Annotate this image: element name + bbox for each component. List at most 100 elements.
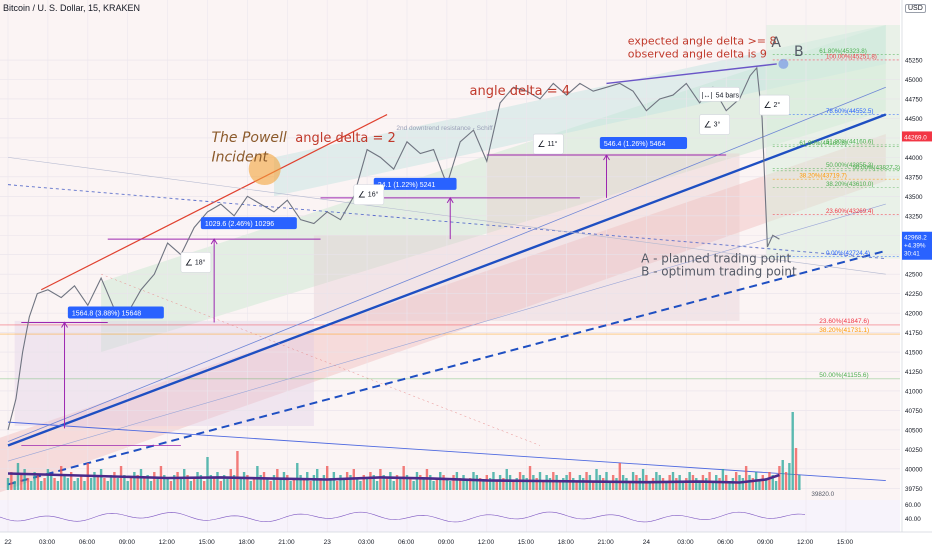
volume-bar xyxy=(292,478,296,490)
volume-bar xyxy=(183,469,186,490)
volume-bar xyxy=(43,478,46,490)
volume-bar xyxy=(515,478,518,490)
current-price-red: 44269.0 xyxy=(904,134,927,141)
volume-bar xyxy=(319,478,322,490)
powell-annotation-line1: The Powell xyxy=(211,130,286,146)
fib-right-label: 78.60%(44552.5) xyxy=(826,108,873,115)
current-price-time: 30:41 xyxy=(904,251,920,258)
x-tick-label: 18:00 xyxy=(238,539,255,546)
angle-label: 16° xyxy=(368,191,379,199)
volume-bar xyxy=(133,472,136,490)
angle-icon: ∠ xyxy=(704,120,712,130)
volume-bar xyxy=(143,478,146,490)
angle-label: 3° xyxy=(714,121,721,129)
volume-bar xyxy=(475,475,479,490)
angle-box xyxy=(353,184,385,205)
x-tick-label: 03:00 xyxy=(39,539,56,546)
fib-right-label: 0.00%(42724.4) xyxy=(826,250,870,257)
volume-bar xyxy=(744,466,748,490)
y-tick-label: 41750 xyxy=(905,330,923,337)
volume-bar xyxy=(415,472,419,490)
volume-bar xyxy=(362,475,365,490)
volume-bar xyxy=(219,481,222,490)
volume-bar xyxy=(734,472,738,490)
volume-bar xyxy=(512,481,515,490)
oscillator-tick-label: 60.00 xyxy=(905,502,921,509)
time-axis-bg xyxy=(0,532,932,550)
volume-bar xyxy=(69,472,73,490)
volume-bar xyxy=(36,475,40,490)
fib-right-label: 38.20%(43719.7) xyxy=(799,173,846,180)
volume-bar xyxy=(129,478,133,490)
y-tick-label: 44750 xyxy=(905,96,923,103)
y-tick-label: 42500 xyxy=(905,272,923,279)
y-tick-label: 40250 xyxy=(905,447,923,454)
volume-bar xyxy=(601,478,605,490)
volume-bar xyxy=(452,475,455,490)
volume-bar xyxy=(6,478,10,490)
volume-bar xyxy=(96,475,99,490)
volume-bar xyxy=(229,469,232,490)
volume-bar xyxy=(163,475,166,490)
volume-bar xyxy=(296,463,299,490)
volume-bar xyxy=(116,478,119,490)
volume-bar xyxy=(79,475,83,490)
volume-bar xyxy=(405,475,409,490)
currency-badge[interactable]: USD xyxy=(905,4,926,13)
volume-bar xyxy=(761,475,764,490)
volume-bar xyxy=(149,481,153,490)
volume-bar xyxy=(193,478,196,490)
fan-line xyxy=(101,273,541,446)
volume-bar xyxy=(76,478,80,490)
angle-label: 18° xyxy=(195,258,206,266)
volume-bar xyxy=(468,478,472,490)
volume-bar xyxy=(608,481,612,490)
volume-bar xyxy=(718,478,721,490)
volume-bar xyxy=(286,475,289,490)
measure-arrowhead xyxy=(61,321,68,328)
volume-bar xyxy=(169,481,173,490)
volume-bar xyxy=(465,481,469,490)
volume-bar xyxy=(226,478,229,490)
y-tick-label: 42000 xyxy=(905,311,923,318)
volume-bar xyxy=(412,481,415,490)
y-tick-label: 40750 xyxy=(905,408,923,415)
volume-bar xyxy=(651,478,655,490)
volume-bar xyxy=(13,481,16,490)
volume-bar xyxy=(266,478,269,490)
volume-bar xyxy=(641,469,645,490)
point-a-label: A xyxy=(771,35,781,51)
volume-bar xyxy=(575,481,578,490)
x-tick-label: 09:00 xyxy=(757,539,774,546)
volume-bar xyxy=(784,472,788,490)
volume-bar xyxy=(555,475,558,490)
schiff-line xyxy=(7,157,886,275)
x-tick-label: 09:00 xyxy=(119,539,136,546)
volume-bar xyxy=(794,448,798,490)
volume-bar xyxy=(498,475,502,490)
powell-annotation-line2: Incident xyxy=(211,149,268,165)
volume-bar xyxy=(592,481,595,490)
volume-bar xyxy=(545,475,548,490)
x-tick-label: 12:00 xyxy=(478,539,495,546)
volume-bar xyxy=(242,472,246,490)
volume-bar xyxy=(146,475,149,490)
volume-bar xyxy=(535,478,538,490)
volume-bar xyxy=(562,478,565,490)
volume-bar xyxy=(56,481,60,490)
x-tick-label: 12:00 xyxy=(797,539,814,546)
volume-bar xyxy=(179,478,183,490)
volume-bar xyxy=(379,469,382,490)
angle-icon: ∠ xyxy=(537,139,545,149)
volume-bar xyxy=(30,481,33,490)
y-tick-label: 45250 xyxy=(905,58,923,65)
volume-bar xyxy=(239,478,242,490)
oscillator-line xyxy=(0,511,806,523)
volume-bar xyxy=(495,481,498,490)
volume-bar xyxy=(695,478,698,490)
volume-bar xyxy=(309,481,312,490)
current-price-pct: +4.39% xyxy=(904,243,926,250)
volume-bar xyxy=(711,481,715,490)
volume-bar xyxy=(365,478,369,490)
